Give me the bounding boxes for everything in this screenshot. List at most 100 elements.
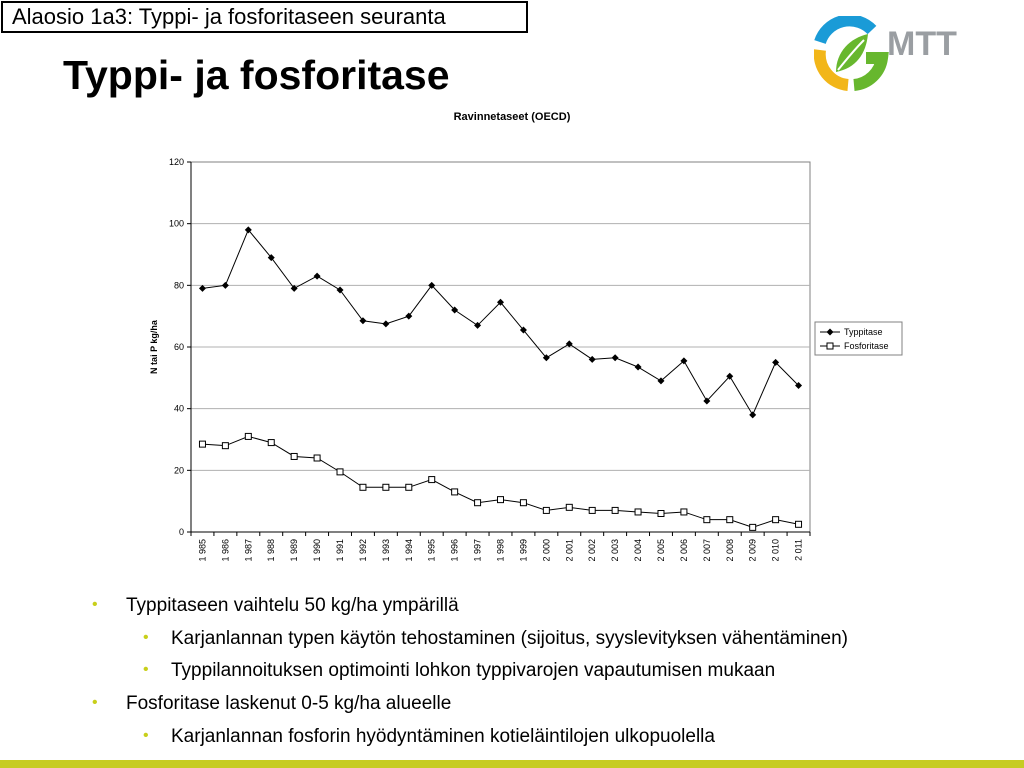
y-tick-label: 40 bbox=[174, 404, 184, 414]
data-point-fosforitase bbox=[359, 483, 367, 491]
legend-label-fosforitase: Fosforitase bbox=[844, 341, 889, 351]
y-tick-label: 20 bbox=[174, 465, 184, 475]
x-tick-label: 1 990 bbox=[312, 539, 322, 562]
y-axis-label: N tai P kg/ha bbox=[149, 319, 159, 374]
bullet-glyph: • bbox=[143, 661, 149, 678]
data-point-typpitase bbox=[267, 254, 275, 262]
x-tick-label: 2 000 bbox=[541, 539, 551, 562]
x-tick-label: 2 007 bbox=[702, 539, 712, 562]
x-tick-label: 1 985 bbox=[197, 539, 207, 562]
bullet-text: Karjanlannan typen käytön tehostaminen (… bbox=[171, 628, 848, 649]
data-point-typpitase bbox=[749, 411, 757, 419]
legend-label-typpitase: Typpitase bbox=[844, 327, 883, 337]
bullet-text: Typpilannoituksen optimointi lohkon typp… bbox=[171, 660, 776, 681]
data-point-typpitase bbox=[519, 326, 527, 334]
data-point-fosforitase bbox=[497, 496, 504, 504]
data-point-typpitase bbox=[634, 363, 642, 371]
bullet-text: Fosforitase laskenut 0-5 kg/ha alueelle bbox=[126, 693, 452, 714]
y-tick-label: 60 bbox=[174, 342, 184, 352]
legend-marker-typpitase bbox=[826, 328, 834, 336]
data-point-fosforitase bbox=[519, 499, 527, 507]
data-point-typpitase bbox=[795, 382, 803, 390]
data-point-typpitase bbox=[588, 355, 596, 363]
bullet-glyph: • bbox=[143, 727, 149, 744]
data-point-fosforitase bbox=[726, 516, 734, 524]
bullet-text: Typpitaseen vaihtelu 50 kg/ha ympärillä bbox=[126, 595, 459, 616]
x-tick-label: 2 004 bbox=[633, 539, 643, 562]
data-point-typpitase bbox=[680, 357, 688, 365]
bullet-item: • Karjanlannan fosforin hyödyntäminen kot… bbox=[143, 725, 715, 749]
data-point-typpitase bbox=[451, 306, 459, 314]
x-tick-label: 1 995 bbox=[427, 539, 437, 562]
data-point-fosforitase bbox=[680, 508, 688, 516]
data-point-fosforitase bbox=[405, 483, 413, 491]
legend-marker-fosforitase bbox=[826, 342, 834, 350]
data-point-typpitase bbox=[428, 281, 436, 289]
data-point-typpitase bbox=[336, 286, 344, 294]
data-point-typpitase bbox=[474, 321, 482, 329]
data-point-fosforitase bbox=[267, 439, 275, 447]
bullet-item: • Karjanlannan typen käytön tehostaminen … bbox=[143, 627, 848, 651]
x-tick-label: 2 003 bbox=[610, 539, 620, 562]
slide-title: Typpi- ja fosforitase bbox=[63, 52, 450, 98]
data-point-fosforitase bbox=[588, 506, 596, 514]
x-tick-label: 2 002 bbox=[587, 539, 597, 562]
data-point-fosforitase bbox=[382, 483, 390, 491]
data-point-typpitase bbox=[497, 298, 504, 306]
data-point-typpitase bbox=[542, 354, 550, 362]
data-point-typpitase bbox=[405, 312, 413, 320]
logo-text: MTT bbox=[887, 25, 957, 63]
y-tick-label: 0 bbox=[179, 527, 184, 537]
x-tick-label: 2 010 bbox=[771, 539, 781, 562]
x-tick-label: 1 986 bbox=[220, 539, 230, 562]
bullet-text: Karjanlannan fosforin hyödyntäminen koti… bbox=[171, 726, 715, 747]
mtt-logo: MTT bbox=[814, 16, 957, 91]
x-tick-label: 1 987 bbox=[243, 539, 253, 562]
y-tick-label: 120 bbox=[169, 157, 184, 167]
data-point-fosforitase bbox=[657, 510, 665, 517]
data-point-fosforitase bbox=[474, 499, 482, 507]
data-point-typpitase bbox=[221, 281, 229, 289]
data-point-typpitase bbox=[290, 284, 298, 292]
x-tick-label: 1 993 bbox=[381, 539, 391, 562]
data-point-fosforitase bbox=[542, 506, 550, 514]
data-point-fosforitase bbox=[244, 432, 252, 440]
data-point-fosforitase bbox=[336, 468, 344, 476]
y-tick-label: 100 bbox=[169, 219, 184, 229]
x-tick-label: 1 998 bbox=[496, 539, 506, 562]
data-point-typpitase bbox=[244, 226, 252, 234]
bullet-glyph: • bbox=[92, 596, 98, 613]
data-point-fosforitase bbox=[795, 520, 803, 528]
x-tick-label: 1 997 bbox=[473, 539, 483, 562]
x-tick-label: 2 006 bbox=[679, 539, 689, 562]
data-point-fosforitase bbox=[290, 452, 298, 460]
x-tick-label: 1 988 bbox=[266, 539, 276, 562]
mtt-leaf-logo-icon bbox=[814, 16, 889, 91]
x-tick-label: 2 009 bbox=[748, 539, 758, 562]
data-point-typpitase bbox=[359, 317, 367, 325]
x-tick-label: 1 996 bbox=[450, 539, 460, 562]
bullet-glyph: • bbox=[92, 694, 98, 711]
x-tick-label: 2 008 bbox=[725, 539, 735, 562]
data-point-typpitase bbox=[611, 354, 619, 362]
bullet-glyph: • bbox=[143, 629, 149, 646]
data-point-fosforitase bbox=[428, 476, 436, 484]
data-point-typpitase bbox=[726, 372, 734, 380]
line-chart: 0 20 40 60 80 100 120 1 985 1 986 1 987 1 988 1 989… bbox=[149, 157, 903, 562]
x-tick-label: 2 011 bbox=[794, 539, 804, 561]
data-point-typpitase bbox=[382, 320, 390, 328]
data-point-fosforitase bbox=[749, 523, 757, 531]
data-point-typpitase bbox=[313, 272, 321, 280]
section-label: Alaosio 1a3: Typpi- ja fosforitaseen seu… bbox=[1, 1, 528, 33]
data-point-fosforitase bbox=[198, 440, 206, 448]
bullet-item: • Fosforitase laskenut 0-5 kg/ha alueelle bbox=[92, 692, 452, 716]
x-tick-label: 1 991 bbox=[335, 539, 345, 562]
footer-bar bbox=[0, 760, 1024, 768]
y-tick-label: 80 bbox=[174, 280, 184, 290]
chart-title: Ravinnetaseet (OECD) bbox=[453, 111, 571, 123]
x-tick-label: 1 992 bbox=[358, 539, 368, 562]
data-point-typpitase bbox=[198, 284, 206, 292]
x-tick-label: 1 994 bbox=[404, 539, 414, 562]
bullet-item: • Typpitaseen vaihtelu 50 kg/ha ympärillä bbox=[92, 594, 459, 618]
data-point-fosforitase bbox=[772, 516, 780, 524]
